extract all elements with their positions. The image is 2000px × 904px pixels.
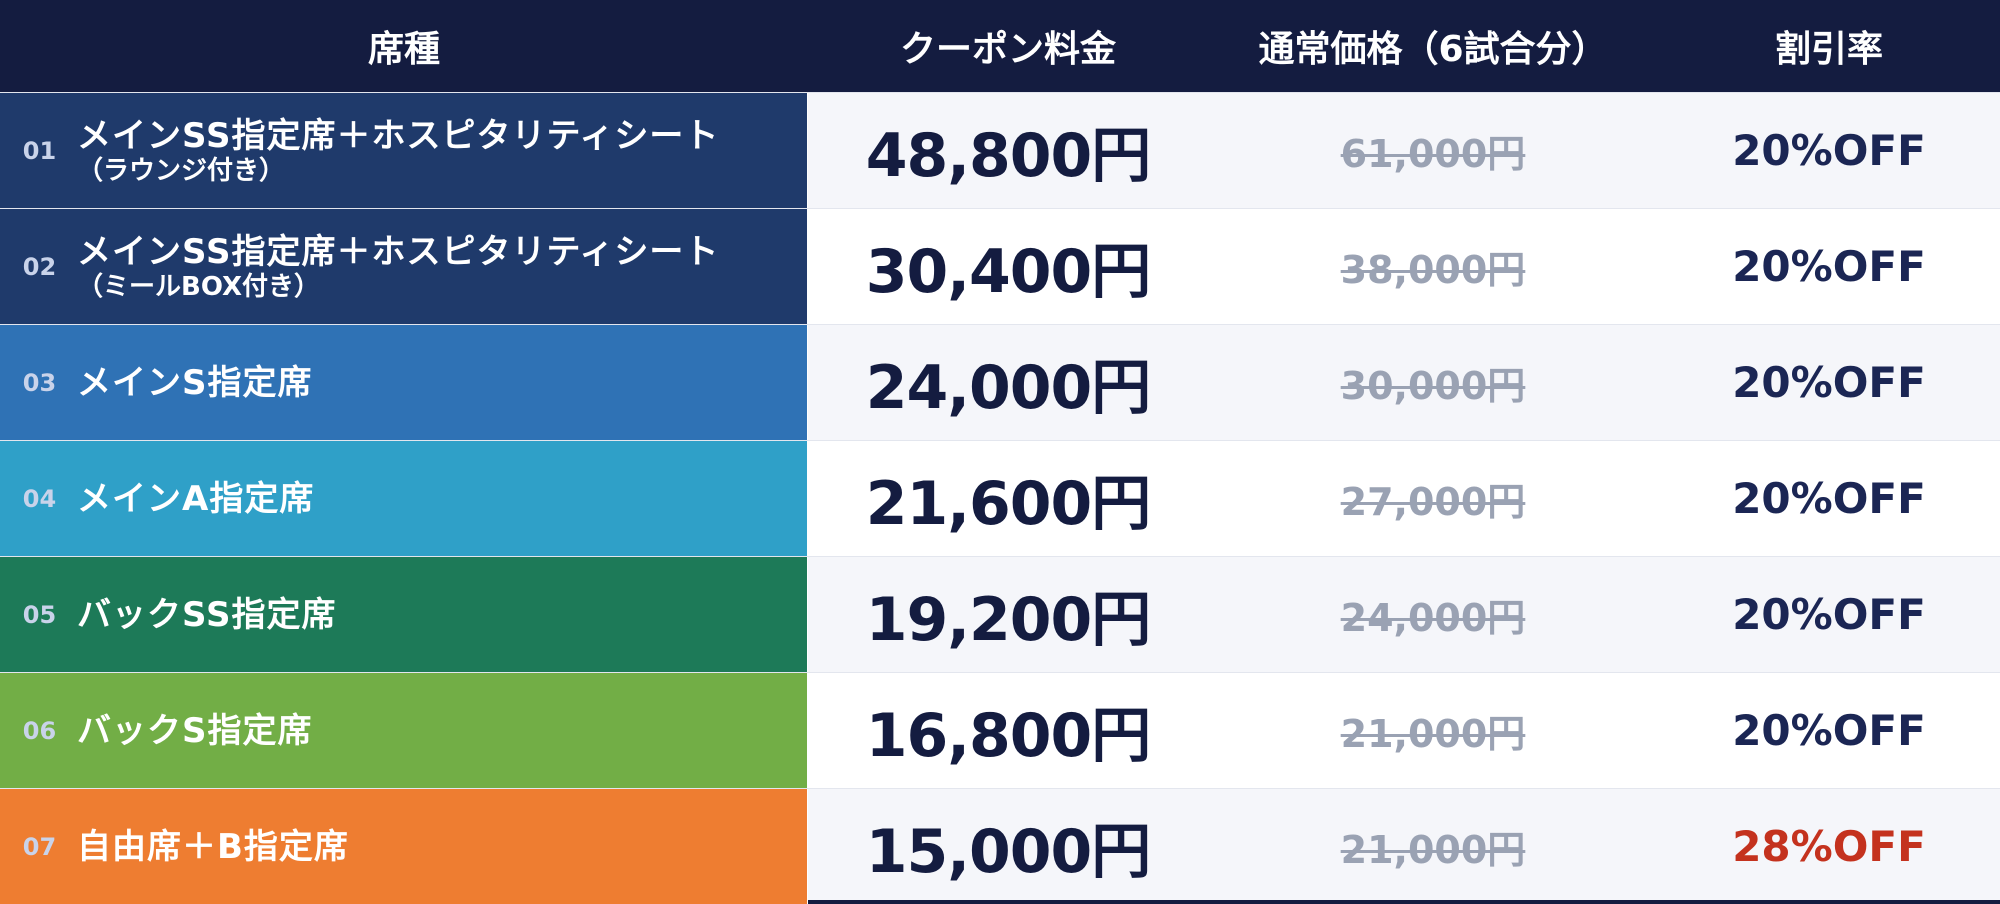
row-number: 01 [22,136,57,165]
seat-cell: 03 メインS指定席 [0,325,808,440]
coupon-price: 48,800円 [865,121,1152,191]
discount-rate: 20%OFF [1732,706,1926,755]
seat-name: メインA指定席 [77,478,315,519]
regular-price: 38,000円 [1340,248,1526,292]
regular-price: 61,000円 [1340,132,1526,176]
seat-cell: 01 メインSS指定席＋ホスピタリティシート （ラウンジ付き） [0,93,808,208]
row-number: 03 [22,368,57,397]
row-number: 02 [22,252,57,281]
table-row: 03 メインS指定席 24,000円 30,000円 20%OFF [0,324,2000,440]
coupon-price: 30,400円 [865,237,1152,307]
seat-name: メインSS指定席＋ホスピタリティシート [77,115,720,156]
header-discount-rate: 割引率 [1774,29,1883,70]
row-number: 06 [22,716,57,745]
row-number: 04 [22,484,57,513]
table-row: 02 メインSS指定席＋ホスピタリティシート （ミールBOX付き） 30,400… [0,208,2000,324]
row-number: 07 [22,832,57,861]
coupon-price: 19,200円 [865,585,1152,655]
discount-rate: 28%OFF [1732,822,1926,871]
regular-price: 21,000円 [1340,712,1526,756]
seat-name: バックS指定席 [77,710,313,751]
seat-name: メインSS指定席＋ホスピタリティシート [77,231,720,272]
header-coupon-price: クーポン料金 [899,29,1116,70]
discount-rate: 20%OFF [1732,358,1926,407]
table-row: 06 バックS指定席 16,800円 21,000円 20%OFF [0,672,2000,788]
seat-cell: 07 自由席＋B指定席 [0,789,808,904]
seat-name: バックSS指定席 [77,594,337,635]
seat-cell: 05 バックSS指定席 [0,557,808,672]
seat-cell: 04 メインA指定席 [0,441,808,556]
coupon-price: 16,800円 [865,701,1152,771]
table-row: 07 自由席＋B指定席 15,000円 21,000円 28%OFF [0,788,2000,904]
coupon-price: 21,600円 [865,469,1152,539]
table-header: 席種 クーポン料金 通常価格（6試合分） 割引率 [0,0,2000,92]
seat-cell: 06 バックS指定席 [0,673,808,788]
seat-subtitle: （ラウンジ付き） [77,155,286,186]
table-row: 04 メインA指定席 21,600円 27,000円 20%OFF [0,440,2000,556]
coupon-price: 15,000円 [865,817,1152,887]
regular-price: 21,000円 [1340,828,1526,872]
discount-rate: 20%OFF [1732,126,1926,175]
regular-price: 30,000円 [1340,364,1526,408]
bottom-divider [808,900,2000,904]
header-seat-type: 席種 [367,29,440,70]
table-row: 05 バックSS指定席 19,200円 24,000円 20%OFF [0,556,2000,672]
discount-rate: 20%OFF [1732,474,1926,523]
regular-price: 27,000円 [1340,480,1526,524]
seat-subtitle: （ミールBOX付き） [77,271,321,302]
coupon-price: 24,000円 [865,353,1152,423]
row-number: 05 [22,600,57,629]
regular-price: 24,000円 [1340,596,1526,640]
discount-rate: 20%OFF [1732,242,1926,291]
header-regular-price: 通常価格（6試合分） [1258,29,1608,70]
seat-name: 自由席＋B指定席 [77,826,349,867]
seat-name: メインS指定席 [77,362,313,403]
seat-cell: 02 メインSS指定席＋ホスピタリティシート （ミールBOX付き） [0,209,808,324]
discount-rate: 20%OFF [1732,590,1926,639]
table-row: 01 メインSS指定席＋ホスピタリティシート （ラウンジ付き） 48,800円 … [0,92,2000,208]
